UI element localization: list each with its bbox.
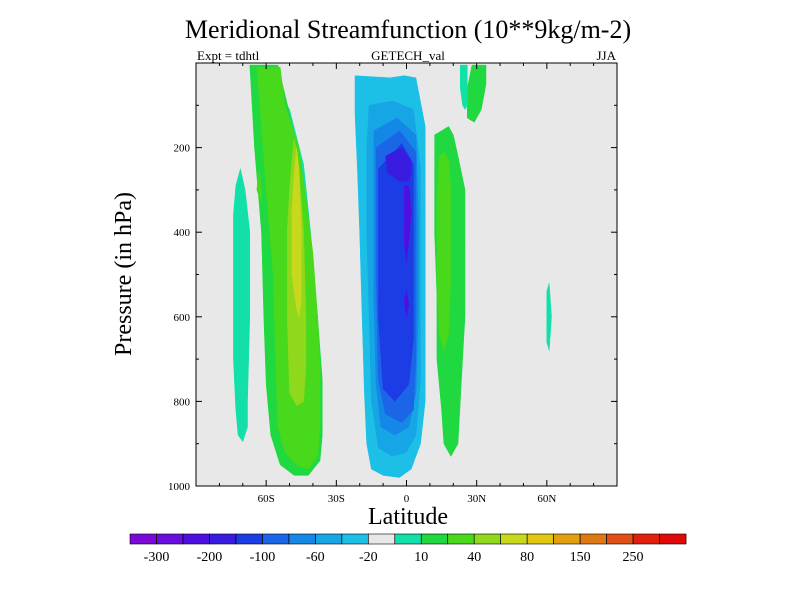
contour-nh-cyan-strip bbox=[546, 282, 552, 351]
chart-title: Meridional Streamfunction (10**9kg/m-2) bbox=[185, 15, 631, 44]
y-tick-label: 600 bbox=[174, 312, 191, 324]
contour-nh-purple-core bbox=[403, 185, 412, 263]
colorbar-swatch bbox=[421, 534, 449, 544]
colorbar-swatch bbox=[315, 534, 343, 544]
y-axis-ticks: 200 400 600 800 1000 bbox=[168, 104, 617, 493]
colorbar-swatch-border bbox=[659, 533, 687, 545]
colorbar-label: -20 bbox=[359, 550, 378, 565]
colorbar-swatch bbox=[288, 534, 316, 544]
colorbar-swatch bbox=[156, 534, 184, 544]
colorbar-swatch bbox=[368, 534, 396, 544]
colorbar-swatch bbox=[527, 534, 554, 544]
colorbar-swatch bbox=[209, 534, 237, 544]
contour-nh-green bbox=[436, 151, 452, 351]
x-tick-label: 60S bbox=[258, 493, 275, 505]
x-tick-label: 30S bbox=[328, 493, 345, 505]
contour-fills bbox=[233, 64, 552, 485]
colorbar-swatch bbox=[633, 534, 660, 544]
colorbar-swatch bbox=[182, 534, 210, 544]
contour-nh-teal-right bbox=[453, 189, 463, 368]
colorbar-label: -200 bbox=[197, 550, 223, 565]
colorbar-labels: -300 -200 -100 -60 -20 10 40 80 150 250 bbox=[144, 550, 644, 565]
colorbar-swatch bbox=[394, 534, 422, 544]
y-tick-label: 800 bbox=[174, 396, 191, 408]
colorbar-swatch bbox=[553, 534, 581, 544]
contour-south-small-cyan bbox=[233, 168, 251, 442]
colorbar-swatch bbox=[500, 534, 528, 544]
colorbar-swatch bbox=[447, 534, 475, 544]
colorbar-label: -100 bbox=[250, 550, 276, 565]
colorbar-swatch bbox=[580, 534, 607, 544]
contour-nh-blue5 bbox=[378, 143, 414, 402]
colorbar bbox=[129, 533, 687, 545]
colorbar-swatch bbox=[341, 534, 369, 544]
colorbar-label: 150 bbox=[570, 550, 591, 565]
y-tick-label: 1000 bbox=[168, 481, 191, 493]
contour-sh-yellow-green bbox=[291, 147, 302, 318]
subtitle-center: GETECH_val bbox=[371, 48, 445, 63]
colorbar-label: 10 bbox=[414, 550, 428, 565]
colorbar-label: 80 bbox=[520, 550, 534, 565]
colorbar-swatch bbox=[474, 534, 501, 544]
x-tick-label: 0 bbox=[404, 493, 410, 505]
colorbar-label: -300 bbox=[144, 550, 170, 565]
contour-nh-purple-dot bbox=[403, 291, 410, 318]
colorbar-swatch bbox=[262, 534, 290, 544]
contour-sh-green-side bbox=[256, 168, 262, 203]
x-axis-label: Latitude bbox=[368, 504, 448, 530]
x-axis-ticks: 60S 30S 0 30N 60N bbox=[218, 63, 595, 505]
colorbar-label: 40 bbox=[467, 550, 481, 565]
contour-nh-cyan-ne bbox=[460, 64, 468, 110]
colorbar-label: -60 bbox=[306, 550, 325, 565]
contour-nh-blue6 bbox=[385, 147, 412, 182]
y-tick-label: 200 bbox=[174, 143, 191, 155]
x-tick-label: 30N bbox=[467, 493, 486, 505]
x-tick-label: 60N bbox=[537, 493, 556, 505]
y-tick-label: 400 bbox=[174, 227, 191, 239]
colorbar-swatch bbox=[235, 534, 263, 544]
colorbar-swatch bbox=[659, 534, 687, 544]
subtitle-right: JJA bbox=[596, 48, 616, 63]
y-axis-label: Pressure (in hPa) bbox=[111, 192, 137, 356]
colorbar-swatch bbox=[130, 534, 157, 544]
colorbar-swatch bbox=[606, 534, 634, 544]
colorbar-label: 250 bbox=[623, 550, 644, 565]
subtitle-left: Expt = tdhtl bbox=[197, 48, 260, 63]
